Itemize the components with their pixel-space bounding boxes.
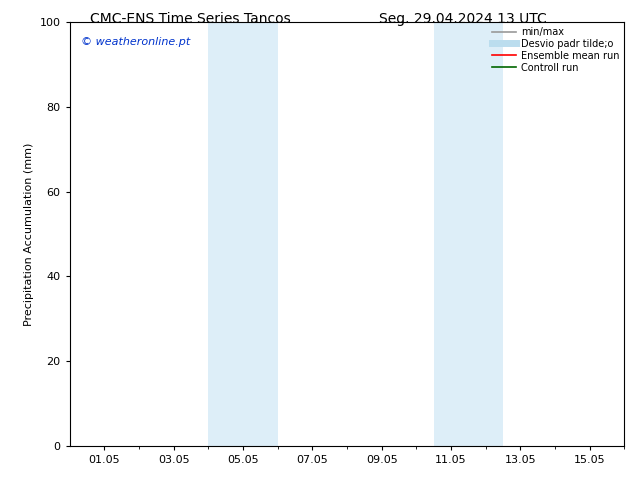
- Legend: min/max, Desvio padr tilde;o, Ensemble mean run, Controll run: min/max, Desvio padr tilde;o, Ensemble m…: [489, 24, 623, 75]
- Bar: [209, 22, 278, 446]
- Bar: [434, 22, 503, 446]
- Text: © weatheronline.pt: © weatheronline.pt: [81, 37, 190, 47]
- Y-axis label: Precipitation Accumulation (mm): Precipitation Accumulation (mm): [24, 142, 34, 326]
- Text: CMC-ENS Time Series Tancos: CMC-ENS Time Series Tancos: [90, 12, 290, 26]
- Text: Seg. 29.04.2024 13 UTC: Seg. 29.04.2024 13 UTC: [379, 12, 547, 26]
